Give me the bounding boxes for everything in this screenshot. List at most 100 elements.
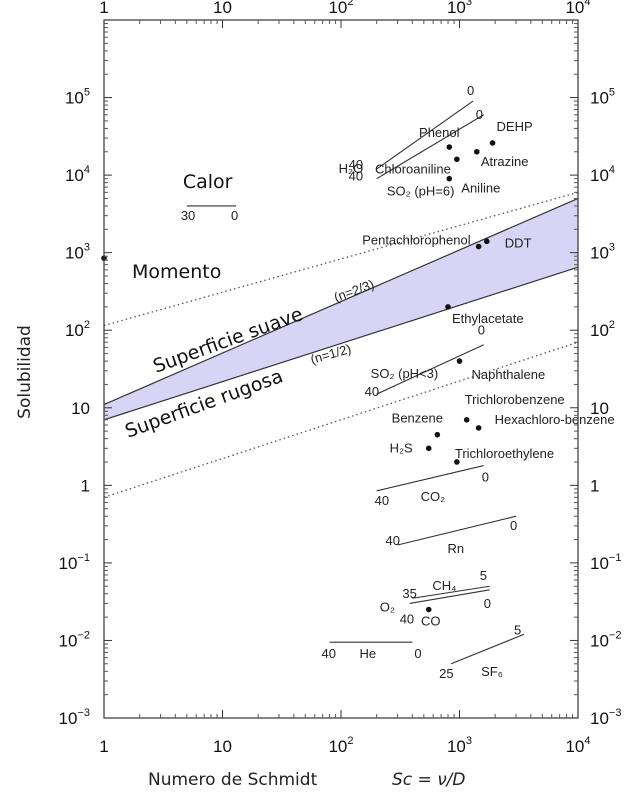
y-tick-label-right: 10−2 xyxy=(590,629,621,650)
range-line-so-ph-6 xyxy=(376,114,484,180)
range-start-label-o: 40 xyxy=(400,611,414,626)
point-label-momento: Momento xyxy=(132,261,221,283)
rough-surface-line xyxy=(103,266,579,421)
y-tick-label-left: 10 xyxy=(71,399,90,418)
point-label-chloroaniline: Chloroaniline xyxy=(375,161,451,176)
range-start-label-so-ph-6: 40 xyxy=(349,169,363,184)
smooth-surface-line xyxy=(103,197,579,406)
point-label-co: CO xyxy=(421,614,441,629)
range-start-label-rn: 40 xyxy=(386,533,400,548)
y-tick-label-left: 102 xyxy=(65,319,90,340)
point-co xyxy=(425,606,432,613)
point-label-pentachlorophenol: Pentachlorophenol xyxy=(362,233,471,248)
range-start-label-ch: 35 xyxy=(402,586,416,601)
x-tick-label-bottom: 104 xyxy=(565,735,590,756)
x-tick-label-bottom: 102 xyxy=(328,735,353,756)
range-line-sf xyxy=(450,633,525,665)
point-trichlorobenzene xyxy=(463,416,470,423)
point-label-dehp: DEHP xyxy=(497,119,533,134)
range-label-calor: Calor xyxy=(183,171,233,193)
range-line-co xyxy=(376,465,484,492)
range-start-label-calor: 30 xyxy=(181,208,195,223)
range-start-label-h-o: 40 xyxy=(349,157,363,172)
point-atrazine xyxy=(474,148,480,155)
y-tick-label-right: 102 xyxy=(590,319,615,340)
y-tick-label-right: 10 xyxy=(590,399,609,418)
point-ethylacetate xyxy=(445,304,451,310)
range-end-label-rn: 0 xyxy=(510,518,517,533)
y-tick-label-right: 1 xyxy=(590,476,599,495)
point-label-phenol: Phenol xyxy=(419,125,460,140)
range-label-o: O₂ xyxy=(380,599,395,614)
range-end-label-h-o: 0 xyxy=(467,83,474,98)
point-label-benzene: Benzene xyxy=(392,411,443,426)
x-tick-label-top: 104 xyxy=(565,0,590,17)
dotted-upper-line xyxy=(103,191,579,327)
range-start-label-he: 40 xyxy=(322,646,336,661)
x-tick-label-bottom: 1 xyxy=(99,737,108,756)
point-label-naphthalene: Naphthalene xyxy=(472,367,546,382)
surface-band xyxy=(104,198,578,420)
y-tick-label-left: 103 xyxy=(65,242,90,263)
range-start-label-co: 40 xyxy=(375,493,389,508)
y-tick-label-right: 105 xyxy=(590,87,615,108)
point-naphthalene xyxy=(456,358,463,364)
range-label-h-o: H₂O xyxy=(339,161,364,176)
range-lines-layer xyxy=(186,100,525,665)
range-label-co: CO₂ xyxy=(421,489,446,504)
range-end-label-so-ph-3: 0 xyxy=(478,323,485,338)
range-label-he: He xyxy=(360,646,377,661)
point-phenol xyxy=(446,144,453,150)
y-tick-label-right: 10−1 xyxy=(590,552,621,573)
y-tick-label-left: 10−2 xyxy=(59,629,90,650)
point-h-s xyxy=(425,445,432,452)
x-axis-title: Numero de Schmidt xyxy=(148,770,318,790)
x-tick-label-top: 102 xyxy=(328,0,353,17)
range-label-so-ph-3: SO₂ (pH<3) xyxy=(371,366,439,381)
point-label-h-s: H₂S xyxy=(390,440,413,455)
point-label-trichloroethylene: Trichloroethylene xyxy=(455,446,554,461)
labels-layer: Superficie suave(n=2/3)Superficie rugosa… xyxy=(15,83,615,790)
range-line-ch xyxy=(412,585,490,599)
x-tick-label-top: 103 xyxy=(447,0,472,17)
range-label-rn: Rn xyxy=(448,541,465,556)
range-line-o xyxy=(409,589,490,604)
point-ddt xyxy=(484,238,490,245)
x-tick-label-bottom: 103 xyxy=(447,735,472,756)
point-label-ddt: DDT xyxy=(505,235,532,250)
range-end-label-sf: 5 xyxy=(514,622,521,637)
y-tick-label-right: 103 xyxy=(590,242,615,263)
y-tick-label-left: 1 xyxy=(81,476,90,495)
y-axis-title: Solubilidad xyxy=(15,325,35,419)
range-line-so-ph-3 xyxy=(376,344,484,395)
x-tick-label-top: 1 xyxy=(99,0,108,17)
x-axis-formula: Sc = ν/D xyxy=(392,770,466,790)
point-trichloroethylene xyxy=(454,459,460,465)
range-end-label-o: 0 xyxy=(484,596,491,611)
point-benzene xyxy=(434,431,441,438)
range-line-rn xyxy=(397,515,517,546)
point-dehp xyxy=(489,140,496,146)
x-tick-label-bottom: 10 xyxy=(213,737,232,756)
point-label-atrazine: Atrazine xyxy=(481,154,529,169)
point-hexachloro-benzene xyxy=(475,425,482,431)
range-end-label-ch: 5 xyxy=(480,568,487,583)
y-tick-label-left: 105 xyxy=(65,87,90,108)
y-tick-label-left: 10−1 xyxy=(59,552,90,573)
y-tick-label-right: 104 xyxy=(590,164,615,185)
point-aniline xyxy=(446,175,453,182)
band-layer xyxy=(103,191,579,498)
range-label-sf: SF₆ xyxy=(481,664,503,679)
y-tick-label-left: 10−3 xyxy=(59,707,90,728)
range-label-so-ph-6: SO₂ (pH=6) xyxy=(387,184,455,199)
range-end-label-so-ph-6: 0 xyxy=(476,107,483,122)
point-label-hexachloro-benzene: Hexachloro-benzene xyxy=(495,412,615,427)
range-end-label-he: 0 xyxy=(414,646,421,661)
y-tick-label-left: 104 xyxy=(65,164,90,185)
range-start-label-sf: 25 xyxy=(439,666,453,681)
y-tick-label-right: 10−3 xyxy=(590,707,621,728)
range-end-label-calor: 0 xyxy=(231,208,238,223)
range-start-label-so-ph-3: 40 xyxy=(365,384,379,399)
range-end-label-co: 0 xyxy=(482,470,489,485)
